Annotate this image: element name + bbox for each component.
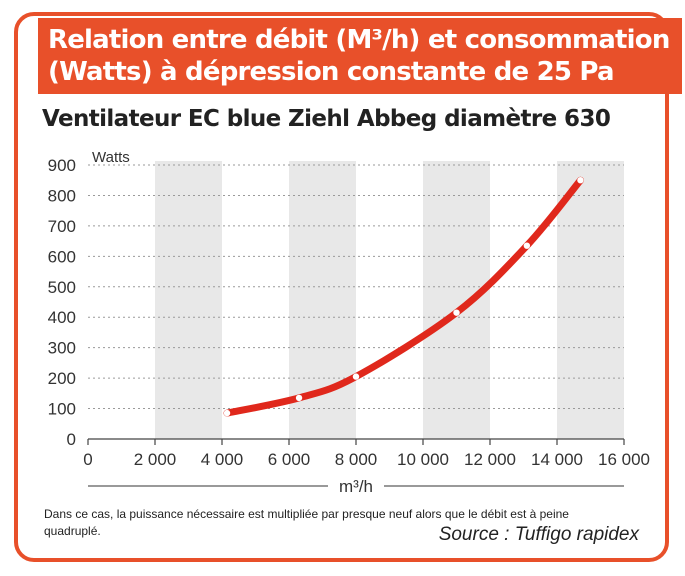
y-tick-label: 200 <box>48 369 76 388</box>
grid-band <box>155 161 222 439</box>
y-tick-label: 500 <box>48 278 76 297</box>
x-axis-label: m³/h <box>339 477 373 496</box>
y-tick-label: 300 <box>48 339 76 358</box>
chart-frame <box>14 12 669 562</box>
data-point <box>577 177 584 184</box>
series-group <box>223 176 584 417</box>
data-point <box>523 242 531 249</box>
data-point <box>295 394 303 402</box>
x-axis-label-group: m³/h <box>88 477 624 496</box>
x-tick-label: 0 <box>83 450 92 469</box>
chart-source: Source : Tuffigo rapidex <box>438 524 639 545</box>
x-tick-label: 16 000 <box>598 450 650 469</box>
data-point <box>352 373 360 380</box>
y-tick-label: 600 <box>48 247 76 266</box>
x-tick-labels: 0 2 000 4 000 6 000 8 000 10 000 12 000 14 000 1… <box>83 450 650 469</box>
grid-band <box>423 161 490 439</box>
x-tick-label: 6 000 <box>268 450 311 469</box>
x-axis <box>87 438 625 445</box>
title-line-1: Relation entre débit (M³/h) et consommat… <box>48 25 670 55</box>
background-bands <box>155 161 624 439</box>
data-point <box>453 309 460 316</box>
data-point <box>223 409 231 417</box>
x-tick-label: 8 000 <box>335 450 378 469</box>
x-tick-label: 14 000 <box>531 450 583 469</box>
x-tick-label: 4 000 <box>201 450 244 469</box>
chart-caption: Dans ce cas, la puissance nécessaire est… <box>44 507 569 538</box>
grid-band <box>557 161 624 439</box>
horizontal-gridlines <box>88 164 624 410</box>
y-tick-label: 100 <box>48 400 76 419</box>
y-tick-labels: 0 100 200 300 400 500 600 700 800 900 <box>48 156 76 449</box>
x-tick-label: 10 000 <box>397 450 449 469</box>
y-tick-label: 0 <box>67 430 76 449</box>
title-line-2: (Watts) à dépression constante de 25 Pa <box>48 57 615 87</box>
chart-title-box: Relation entre débit (M³/h) et consommat… <box>38 18 682 94</box>
y-tick-label: 400 <box>48 308 76 327</box>
x-tick-label: 12 000 <box>464 450 516 469</box>
y-tick-label: 800 <box>48 186 76 205</box>
chart-subtitle: Ventilateur EC blue Ziehl Abbeg diamètre… <box>42 106 611 132</box>
y-tick-label: 700 <box>48 217 76 236</box>
x-tick-label: 2 000 <box>134 450 177 469</box>
y-tick-label: 900 <box>48 156 76 175</box>
y-axis-label: Watts <box>92 149 130 166</box>
